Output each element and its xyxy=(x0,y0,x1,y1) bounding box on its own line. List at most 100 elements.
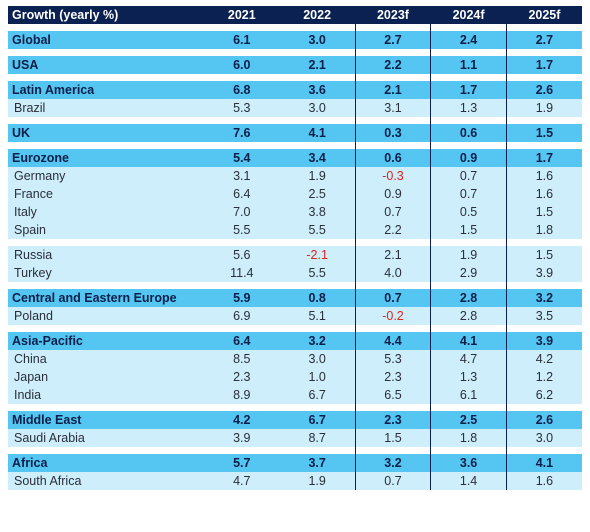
spacer-cell xyxy=(8,74,204,81)
spacer-cell xyxy=(354,24,431,31)
spacer-cell xyxy=(279,49,356,56)
value-cell: 1.8 xyxy=(505,221,582,239)
region-row: Middle East 4.2 6.7 2.3 2.5 2.6 xyxy=(8,411,582,429)
country-row: Turkey 11.4 5.5 4.0 2.9 3.9 xyxy=(8,264,582,282)
row-name: Russia xyxy=(8,246,204,264)
value-cell: 6.9 xyxy=(204,307,280,325)
spacer-cell xyxy=(354,447,431,454)
country-row: India 8.9 6.7 6.5 6.1 6.2 xyxy=(8,386,582,404)
value-cell: 2.3 xyxy=(354,411,431,429)
value-cell: 1.5 xyxy=(354,429,431,447)
group-spacer xyxy=(8,404,582,411)
value-cell: 6.0 xyxy=(204,56,280,74)
growth-forecast-table: Growth (yearly %) 2021 2022 2023f 2024f … xyxy=(8,6,582,490)
table-body: Global 6.1 3.0 2.7 2.4 2.7 USA 6.0 2.1 2.2 1.1 1.7 L… xyxy=(8,24,582,490)
value-cell: 3.0 xyxy=(279,99,356,117)
value-cell: 6.7 xyxy=(279,386,356,404)
value-cell: 3.6 xyxy=(430,454,507,472)
value-cell: 6.2 xyxy=(505,386,582,404)
spacer-cell xyxy=(505,74,582,81)
spacer-cell xyxy=(204,447,280,454)
spacer-cell xyxy=(430,447,507,454)
spacer-cell xyxy=(354,74,431,81)
value-cell: 3.4 xyxy=(279,149,356,167)
row-name: Japan xyxy=(8,368,204,386)
value-cell: 1.0 xyxy=(279,368,356,386)
value-cell: 8.7 xyxy=(279,429,356,447)
row-name: France xyxy=(8,185,204,203)
spacer-cell xyxy=(430,282,507,289)
spacer-cell xyxy=(354,239,431,246)
value-cell: -0.3 xyxy=(354,167,431,185)
group-spacer xyxy=(8,325,582,332)
value-cell: -0.2 xyxy=(354,307,431,325)
spacer-cell xyxy=(505,24,582,31)
header-year: 2021 xyxy=(204,6,280,24)
spacer-cell xyxy=(279,404,356,411)
spacer-cell xyxy=(354,325,431,332)
region-row: Central and Eastern Europe 5.9 0.8 0.7 2.8 3.… xyxy=(8,289,582,307)
value-cell: 1.3 xyxy=(430,99,507,117)
value-cell: 2.9 xyxy=(430,264,507,282)
spacer-cell xyxy=(204,74,280,81)
spacer-cell xyxy=(354,142,431,149)
group-spacer xyxy=(8,24,582,31)
spacer-cell xyxy=(279,325,356,332)
region-row: USA 6.0 2.1 2.2 1.1 1.7 xyxy=(8,56,582,74)
region-row: Latin America 6.8 3.6 2.1 1.7 2.6 xyxy=(8,81,582,99)
value-cell: 2.8 xyxy=(430,307,507,325)
spacer-cell xyxy=(8,282,204,289)
header-label: Growth (yearly %) xyxy=(8,6,204,24)
value-cell: 1.7 xyxy=(505,149,582,167)
header-year: 2025f xyxy=(505,6,582,24)
spacer-cell xyxy=(505,404,582,411)
spacer-cell xyxy=(8,117,204,124)
spacer-cell xyxy=(204,117,280,124)
value-cell: 5.3 xyxy=(354,350,431,368)
value-cell: 4.2 xyxy=(505,350,582,368)
region-row: Eurozone 5.4 3.4 0.6 0.9 1.7 xyxy=(8,149,582,167)
value-cell: 5.1 xyxy=(279,307,356,325)
spacer-cell xyxy=(8,49,204,56)
region-row: Global 6.1 3.0 2.7 2.4 2.7 xyxy=(8,31,582,49)
value-cell: 5.5 xyxy=(279,264,356,282)
spacer-cell xyxy=(204,282,280,289)
spacer-cell xyxy=(279,142,356,149)
value-cell: 0.7 xyxy=(354,203,431,221)
spacer-cell xyxy=(8,325,204,332)
country-row: Brazil 5.3 3.0 3.1 1.3 1.9 xyxy=(8,99,582,117)
value-cell: 4.4 xyxy=(354,332,431,350)
value-cell: 0.6 xyxy=(430,124,507,142)
group-spacer xyxy=(8,74,582,81)
value-cell: 1.8 xyxy=(430,429,507,447)
value-cell: 4.0 xyxy=(354,264,431,282)
value-cell: 3.0 xyxy=(279,350,356,368)
value-cell: 0.3 xyxy=(354,124,431,142)
spacer-cell xyxy=(204,239,280,246)
spacer-cell xyxy=(430,49,507,56)
spacer-cell xyxy=(279,24,356,31)
value-cell: 2.3 xyxy=(354,368,431,386)
row-name: Africa xyxy=(8,454,204,472)
value-cell: 6.4 xyxy=(204,332,280,350)
value-cell: 3.2 xyxy=(354,454,431,472)
value-cell: 2.4 xyxy=(430,31,507,49)
region-row: UK 7.6 4.1 0.3 0.6 1.5 xyxy=(8,124,582,142)
value-cell: 3.9 xyxy=(505,264,582,282)
value-cell: 4.1 xyxy=(279,124,356,142)
value-cell: 8.9 xyxy=(204,386,280,404)
spacer-cell xyxy=(354,404,431,411)
value-cell: 0.9 xyxy=(430,149,507,167)
header-year: 2022 xyxy=(279,6,356,24)
value-cell: 0.9 xyxy=(354,185,431,203)
value-cell: 2.1 xyxy=(354,81,431,99)
value-cell: 5.9 xyxy=(204,289,280,307)
value-cell: 0.7 xyxy=(354,289,431,307)
region-row: Africa 5.7 3.7 3.2 3.6 4.1 xyxy=(8,454,582,472)
spacer-cell xyxy=(505,282,582,289)
value-cell: 2.6 xyxy=(505,81,582,99)
value-cell: 5.3 xyxy=(204,99,280,117)
value-cell: 3.0 xyxy=(279,31,356,49)
value-cell: 2.5 xyxy=(430,411,507,429)
row-name: Poland xyxy=(8,307,204,325)
